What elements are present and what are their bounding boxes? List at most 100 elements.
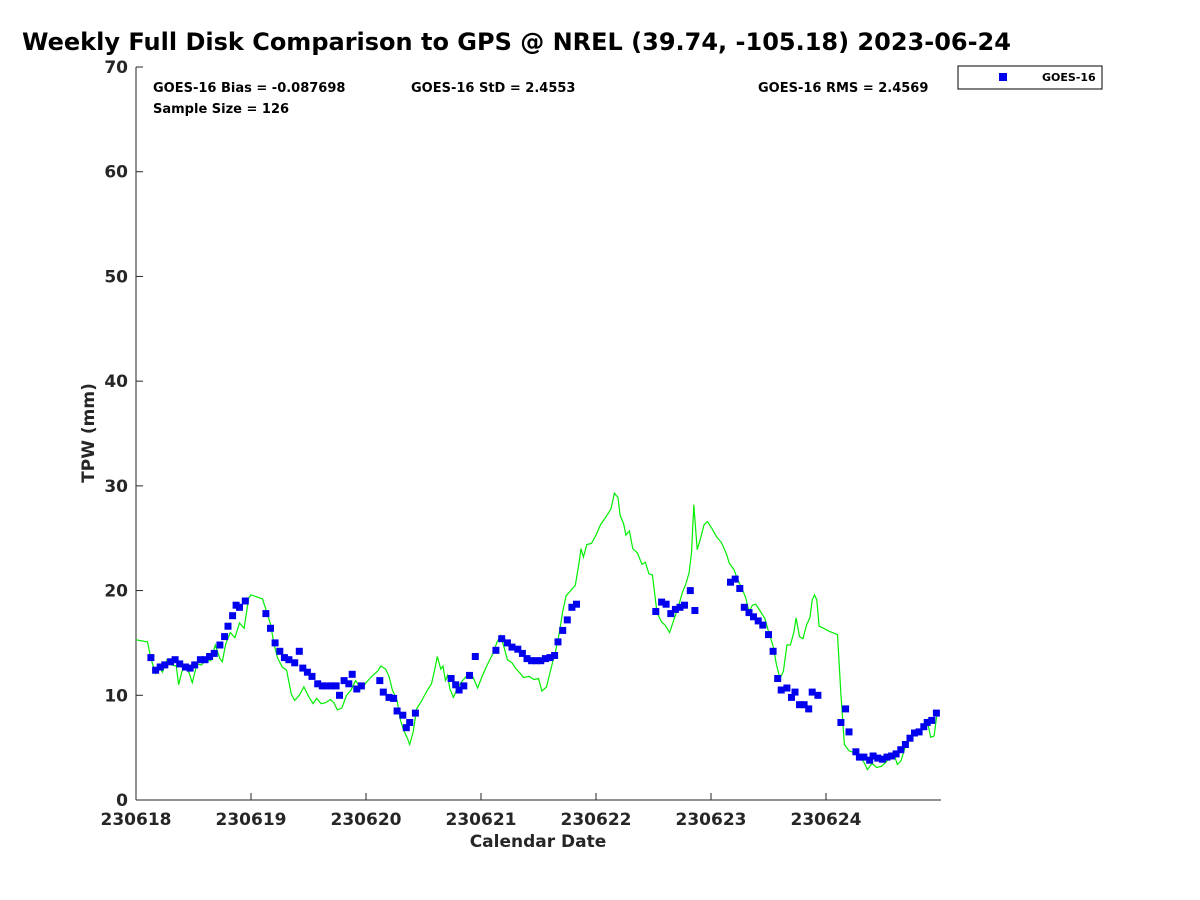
legend: GOES-16 bbox=[957, 65, 1103, 90]
goes16-point bbox=[783, 684, 791, 692]
gps-line bbox=[135, 491, 939, 771]
plot-frame bbox=[135, 67, 941, 801]
goes16-point bbox=[466, 671, 473, 679]
goes16-point bbox=[176, 660, 184, 668]
legend-marker-goes16 bbox=[999, 73, 1007, 81]
goes16-point bbox=[731, 575, 739, 583]
goes16-point bbox=[906, 734, 914, 742]
goes16-point bbox=[837, 719, 845, 726]
goes16-point bbox=[336, 691, 343, 699]
goes16-point bbox=[532, 657, 540, 665]
goes16-point bbox=[303, 668, 311, 676]
goes16-point bbox=[224, 622, 232, 630]
gps-series bbox=[135, 491, 939, 771]
goes16-point bbox=[750, 613, 757, 621]
goes16-point bbox=[376, 677, 384, 685]
goes16-point bbox=[492, 646, 500, 654]
goes16-point bbox=[191, 661, 199, 669]
goes16-point bbox=[236, 603, 243, 611]
goes16-point bbox=[759, 621, 767, 629]
goes16-point bbox=[314, 680, 322, 688]
goes16-point bbox=[411, 709, 419, 717]
goes16-point bbox=[777, 686, 785, 694]
goes16-point bbox=[229, 612, 237, 620]
goes16-point bbox=[788, 693, 795, 701]
goes16-point bbox=[686, 587, 694, 595]
x-tick-label: 230624 bbox=[791, 810, 862, 830]
x-tick-label: 230620 bbox=[331, 810, 402, 830]
y-tick-label: 60 bbox=[104, 163, 128, 183]
goes16-point bbox=[745, 609, 753, 617]
goes16-point bbox=[523, 655, 531, 663]
goes16-point bbox=[161, 661, 169, 669]
goes16-point bbox=[676, 603, 684, 611]
x-axis: 230618 230619 230620 230621 230622 230623 2306… bbox=[101, 793, 862, 830]
goes16-point bbox=[681, 601, 688, 609]
goes16-point bbox=[874, 754, 882, 762]
goes16-point bbox=[201, 656, 209, 664]
goes16-point bbox=[928, 716, 936, 724]
goes16-point bbox=[345, 680, 353, 688]
legend-box bbox=[957, 65, 1103, 90]
chart-title: Weekly Full Disk Comparison to GPS @ NRE… bbox=[22, 28, 1011, 56]
goes16-point bbox=[216, 641, 224, 649]
goes16-point bbox=[280, 654, 288, 662]
goes16-point bbox=[357, 682, 365, 690]
goes16-point bbox=[888, 752, 896, 760]
goes16-point bbox=[546, 654, 554, 662]
goes16-point bbox=[262, 610, 270, 618]
goes16-point bbox=[897, 746, 905, 754]
goes16-point bbox=[727, 578, 734, 586]
goes16-point bbox=[318, 682, 326, 690]
goes16-point bbox=[147, 654, 155, 662]
goes16-point bbox=[901, 741, 909, 748]
y-tick-label: 20 bbox=[104, 582, 128, 602]
x-tick-label: 230618 bbox=[101, 810, 172, 830]
rms-stat: GOES-16 RMS = 2.4569 bbox=[758, 81, 928, 96]
std-stat: GOES-16 StD = 2.4553 bbox=[411, 81, 575, 96]
goes16-point bbox=[923, 719, 931, 726]
goes16-point bbox=[671, 605, 679, 613]
goes16-point bbox=[667, 610, 675, 618]
goes16-point bbox=[541, 655, 549, 663]
goes16-point bbox=[385, 693, 393, 701]
goes16-point bbox=[736, 585, 744, 592]
goes16-point bbox=[323, 682, 331, 690]
goes16-point bbox=[399, 711, 407, 719]
x-tick-label: 230623 bbox=[676, 810, 747, 830]
goes16-point bbox=[866, 756, 874, 764]
goes16-point bbox=[842, 705, 850, 713]
goes16-point bbox=[537, 657, 545, 665]
goes16-point bbox=[800, 701, 808, 709]
bias-stat: GOES-16 Bias = -0.087698 bbox=[153, 81, 345, 96]
x-tick-label: 230621 bbox=[446, 810, 517, 830]
goes16-point bbox=[559, 626, 567, 634]
goes16-point bbox=[503, 639, 511, 647]
goes16-point bbox=[340, 677, 348, 685]
goes16-point bbox=[845, 728, 853, 736]
goes16-point bbox=[152, 666, 160, 674]
goes16-point bbox=[508, 643, 516, 651]
goes16-point bbox=[295, 647, 303, 655]
goes16-point bbox=[814, 691, 822, 699]
goes16-point bbox=[379, 688, 387, 696]
y-axis-label: TPW (mm) bbox=[79, 383, 99, 483]
goes16-point bbox=[455, 686, 463, 694]
goes16-point bbox=[390, 694, 398, 702]
goes16-point bbox=[221, 633, 229, 641]
y-tick-label: 40 bbox=[104, 372, 128, 392]
goes16-point bbox=[528, 657, 536, 665]
goes16-point bbox=[171, 656, 179, 664]
goes16-point bbox=[471, 653, 479, 660]
goes16-point bbox=[186, 664, 194, 672]
y-tick-label: 0 bbox=[116, 791, 128, 811]
goes16-point bbox=[308, 672, 316, 680]
goes16-point bbox=[932, 709, 940, 717]
goes16-point bbox=[808, 688, 816, 696]
goes16-point bbox=[196, 656, 204, 664]
goes16-point bbox=[452, 681, 460, 689]
goes16-point bbox=[920, 723, 928, 731]
goes16-point bbox=[878, 755, 886, 763]
goes16-point bbox=[769, 647, 777, 655]
goes16-point bbox=[291, 659, 299, 667]
